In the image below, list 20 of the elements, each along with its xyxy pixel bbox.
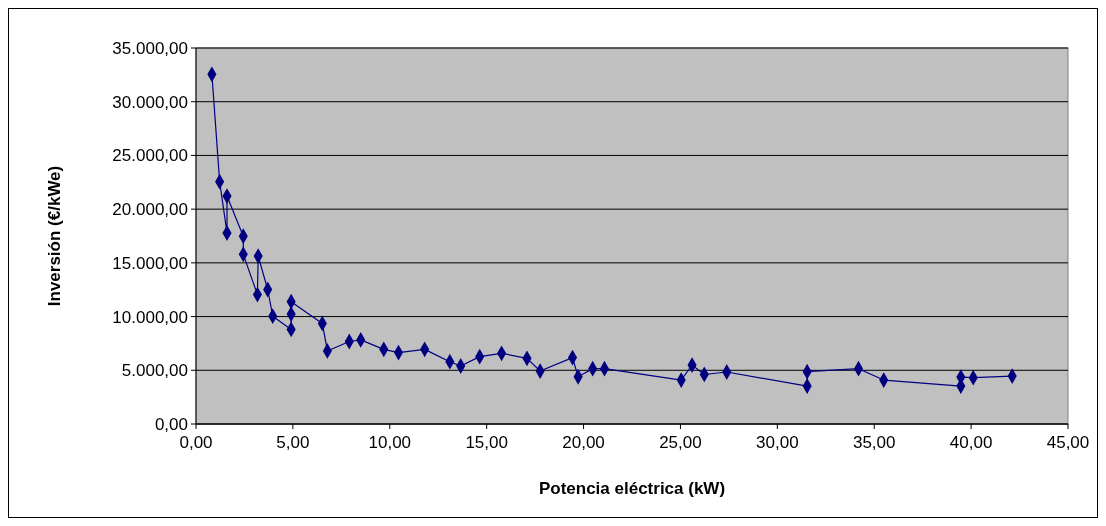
x-tick-label: 40,00	[949, 433, 993, 452]
x-tick-label: 45,00	[1046, 433, 1090, 452]
x-tick-label: 20,00	[562, 433, 605, 452]
x-tick-label: 0,00	[179, 433, 213, 452]
x-tick-label: 30,00	[756, 433, 799, 452]
y-axis-title: Inversión (€/kWe)	[45, 165, 64, 307]
y-tick-label: 15.000,00	[112, 253, 188, 273]
x-tick-label: 15,00	[465, 433, 508, 452]
y-tick-label: 10.000,00	[112, 307, 188, 327]
x-tick-label: 10,00	[368, 433, 412, 452]
x-tick-label: 5,00	[276, 433, 310, 452]
y-tick-label: 0,00	[154, 414, 188, 434]
y-tick-label: 30.000,00	[112, 92, 188, 112]
x-tick-label: 25,00	[659, 433, 702, 452]
y-tick-label: 35.000,00	[112, 38, 188, 58]
y-tick-label: 25.000,00	[112, 146, 188, 166]
x-tick-label: 35,00	[852, 433, 896, 452]
x-axis-title: Potencia eléctrica (kW)	[538, 479, 726, 498]
y-tick-label: 5.000,00	[121, 361, 188, 381]
y-tick-label: 20.000,00	[112, 200, 188, 220]
